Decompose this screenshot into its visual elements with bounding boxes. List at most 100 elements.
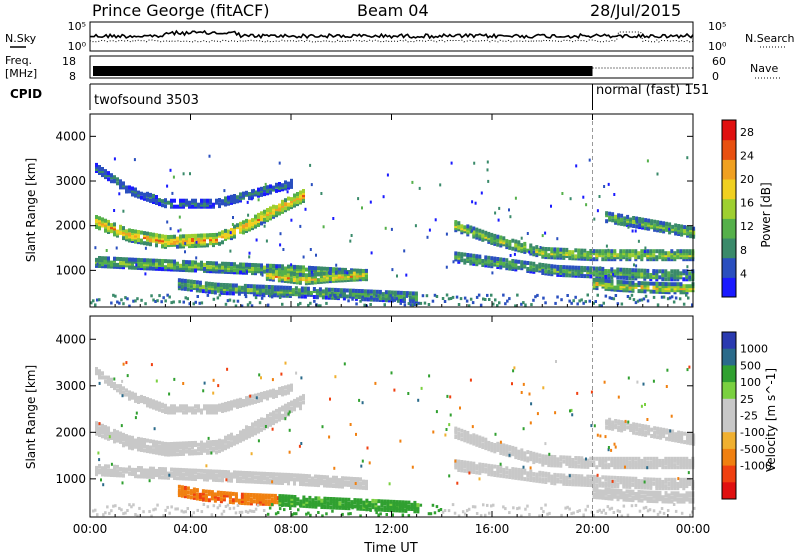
data-cell	[598, 278, 602, 283]
data-cell	[676, 461, 680, 465]
data-cell	[460, 460, 464, 464]
data-cell	[149, 198, 152, 203]
data-cell	[188, 408, 191, 413]
data-cell	[212, 233, 215, 237]
data-cell	[140, 445, 143, 450]
data-cell	[487, 179, 490, 183]
data-cell	[622, 458, 626, 463]
data-cell	[502, 451, 506, 456]
data-cell	[541, 263, 545, 267]
data-cell	[290, 408, 293, 413]
data-cell	[230, 404, 233, 409]
data-cell	[610, 279, 614, 284]
data-cell	[197, 408, 200, 413]
data-cell	[616, 302, 620, 306]
data-cell	[469, 434, 473, 439]
data-cell	[245, 398, 248, 403]
data-cell	[179, 228, 182, 232]
data-cell	[287, 475, 290, 479]
data-cell	[122, 209, 125, 213]
data-cell	[634, 463, 638, 468]
data-cell	[565, 459, 569, 464]
data-cell	[113, 386, 116, 391]
data-cell	[635, 431, 639, 436]
data-cell	[278, 415, 281, 420]
data-cell	[439, 183, 442, 187]
data-cell	[595, 465, 599, 470]
data-cell	[685, 495, 689, 500]
data-cell	[116, 469, 119, 474]
data-cell	[128, 392, 131, 397]
data-cell	[487, 259, 491, 264]
data-cell	[666, 297, 670, 301]
data-cell	[137, 447, 140, 452]
data-cell	[323, 496, 327, 501]
data-cell	[149, 472, 152, 477]
data-cell	[682, 461, 686, 465]
data-cell	[661, 499, 665, 504]
data-cell	[638, 223, 642, 228]
data-cell	[302, 396, 305, 401]
data-cell	[454, 461, 458, 466]
data-cell	[622, 267, 626, 272]
data-cell	[296, 497, 300, 502]
data-cell	[631, 461, 635, 465]
data-cell	[191, 470, 194, 475]
data-cell	[514, 469, 518, 474]
data-cell	[514, 239, 518, 244]
data-cell	[676, 458, 680, 463]
data-cell	[185, 443, 188, 448]
data-cell	[544, 231, 547, 235]
data-cell	[383, 505, 387, 510]
data-cell	[251, 398, 254, 403]
data-cell	[471, 229, 473, 233]
data-cell	[347, 497, 351, 502]
data-cell	[242, 195, 245, 200]
data-cell	[358, 269, 362, 274]
data-cell	[113, 382, 116, 386]
data-cell	[529, 261, 533, 266]
data-cell	[248, 471, 251, 476]
data-cell	[140, 191, 143, 196]
data-cell	[622, 497, 626, 502]
data-cell	[482, 297, 485, 301]
data-cell	[553, 264, 557, 269]
data-cell	[466, 462, 470, 467]
data-cell	[472, 465, 476, 470]
data-cell	[137, 468, 140, 473]
data-cell	[101, 219, 104, 224]
data-cell	[356, 506, 360, 511]
data-cell	[302, 495, 306, 500]
data-cell	[224, 261, 227, 266]
data-cell	[146, 401, 149, 406]
data-cell	[490, 464, 494, 469]
data-cell	[688, 458, 692, 463]
data-cell	[611, 424, 615, 429]
data-cell	[272, 266, 275, 270]
data-cell	[176, 406, 179, 411]
data-cell	[529, 265, 533, 270]
data-cell	[218, 202, 221, 207]
data-cell	[535, 476, 539, 481]
data-cell	[173, 234, 176, 239]
data-cell	[248, 426, 251, 430]
data-cell	[257, 392, 260, 397]
data-cell	[236, 402, 239, 407]
data-cell	[95, 468, 98, 472]
data-cell	[215, 450, 218, 455]
data-cell	[206, 469, 209, 474]
data-cell	[254, 475, 257, 480]
data-cell	[386, 501, 390, 506]
data-cell	[299, 479, 302, 484]
data-cell	[273, 285, 277, 290]
data-cell	[353, 500, 357, 505]
data-cell	[167, 200, 170, 205]
data-cell	[209, 473, 212, 478]
data-cell	[682, 284, 686, 289]
data-cell	[144, 302, 147, 306]
data-cell	[484, 298, 487, 301]
data-cell	[598, 456, 602, 461]
data-cell	[326, 479, 329, 484]
data-cell	[664, 277, 668, 282]
data-cell	[652, 481, 656, 486]
